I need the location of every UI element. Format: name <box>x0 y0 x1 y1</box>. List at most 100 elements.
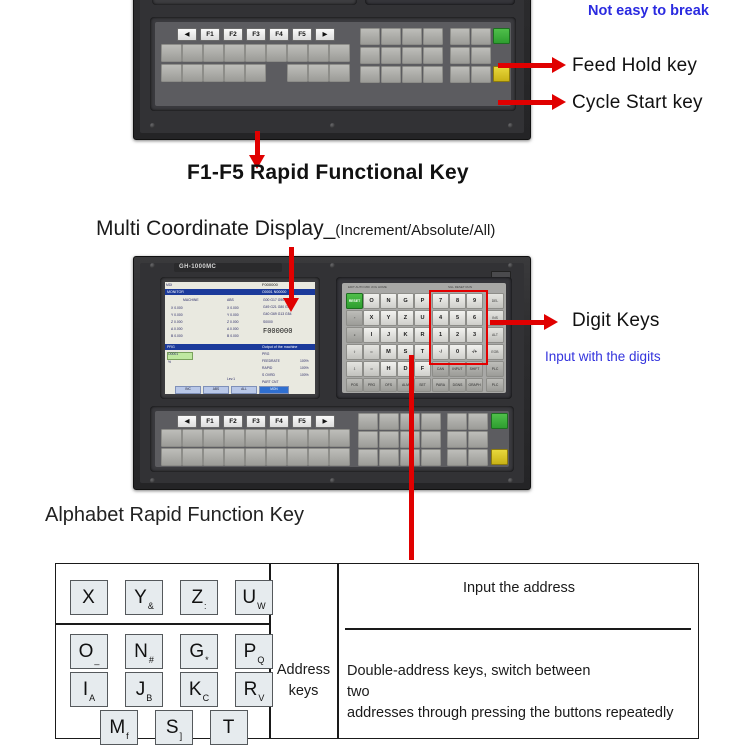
op-key[interactable] <box>379 431 399 448</box>
op-key[interactable] <box>287 44 308 62</box>
op-key[interactable] <box>360 47 380 64</box>
fkey-f3-main[interactable]: F3 <box>246 415 266 428</box>
op-key[interactable] <box>224 448 245 466</box>
key-para[interactable]: PARA <box>432 378 449 392</box>
op-key[interactable] <box>287 448 308 466</box>
cycle-start-key-main[interactable] <box>491 413 508 429</box>
key-eob[interactable]: EOB <box>486 344 504 360</box>
fkey-f4[interactable]: F4 <box>269 28 289 41</box>
op-key[interactable] <box>329 64 350 82</box>
key-digit-4[interactable]: 4 <box>432 310 449 326</box>
op-key[interactable] <box>423 66 443 83</box>
key-z[interactable]: Z <box>397 310 414 326</box>
op-key[interactable] <box>161 429 182 447</box>
op-key[interactable] <box>402 28 422 45</box>
nav-right-button-main[interactable]: ▶ <box>315 415 335 428</box>
op-key[interactable] <box>203 44 224 62</box>
op-key[interactable] <box>358 413 378 430</box>
key-h[interactable]: H <box>380 361 397 377</box>
op-key[interactable] <box>379 449 399 466</box>
key-digit-0[interactable]: 0 <box>449 344 466 360</box>
key-pos[interactable]: POS <box>346 378 363 392</box>
op-key[interactable] <box>423 28 443 45</box>
op-key[interactable] <box>161 44 182 62</box>
fkey-f3[interactable]: F3 <box>246 28 266 41</box>
op-key[interactable] <box>421 431 441 448</box>
op-key[interactable] <box>245 429 266 447</box>
op-key[interactable] <box>360 66 380 83</box>
key-arrow-right[interactable]: ⇨ <box>363 344 380 360</box>
op-key[interactable] <box>224 64 245 82</box>
op-key[interactable] <box>447 431 467 448</box>
key-spindle-minus[interactable]: ◔ <box>346 310 363 326</box>
nav-left-button-main[interactable]: ◀ <box>177 415 197 428</box>
key-digit-9[interactable]: 9 <box>466 293 483 309</box>
key-digit-8[interactable]: 8 <box>449 293 466 309</box>
op-key[interactable] <box>308 64 329 82</box>
key-g[interactable]: G <box>397 293 414 309</box>
op-key[interactable] <box>245 44 266 62</box>
feed-hold-key-top[interactable] <box>493 66 510 82</box>
key-digit-6[interactable]: 6 <box>466 310 483 326</box>
key-x[interactable]: X <box>363 310 380 326</box>
op-key[interactable] <box>471 66 491 83</box>
key-arrow-up[interactable]: ⇧ <box>346 344 363 360</box>
fkey-f1-main[interactable]: F1 <box>200 415 220 428</box>
op-key[interactable] <box>381 47 401 64</box>
key-dgns[interactable]: DGNS <box>449 378 466 392</box>
op-key[interactable] <box>182 64 203 82</box>
key-reset[interactable]: RESET <box>346 293 363 309</box>
op-key[interactable] <box>182 44 203 62</box>
nav-left-button[interactable]: ◀ <box>177 28 197 41</box>
key-sign[interactable]: -/+ <box>466 344 483 360</box>
lcd-tab-abs[interactable]: ABS <box>203 386 229 394</box>
op-key[interactable] <box>287 64 308 82</box>
key-plc-2[interactable]: PLC <box>486 378 504 392</box>
key-digit-1[interactable]: 1 <box>432 327 449 343</box>
key-decimal[interactable]: ·/ <box>432 344 449 360</box>
address-key-g[interactable]: G * <box>180 634 218 669</box>
fkey-f5-main[interactable]: F5 <box>292 415 312 428</box>
op-key[interactable] <box>358 431 378 448</box>
key-can[interactable]: CAN <box>432 361 449 377</box>
op-key[interactable] <box>468 431 488 448</box>
key-i[interactable]: I <box>363 327 380 343</box>
address-key-z[interactable]: Z: <box>180 580 218 615</box>
op-key[interactable] <box>203 448 224 466</box>
op-key[interactable] <box>421 449 441 466</box>
fkey-f4-main[interactable]: F4 <box>269 415 289 428</box>
address-key-s[interactable]: S] <box>155 710 193 745</box>
op-key[interactable] <box>450 28 470 45</box>
feed-hold-key-main[interactable] <box>491 449 508 465</box>
op-key[interactable] <box>358 449 378 466</box>
op-key[interactable] <box>203 429 224 447</box>
op-key[interactable] <box>381 66 401 83</box>
op-key[interactable] <box>308 44 329 62</box>
op-key[interactable] <box>450 47 470 64</box>
key-f[interactable]: F <box>414 361 431 377</box>
op-key[interactable] <box>266 429 287 447</box>
op-key[interactable] <box>447 449 467 466</box>
op-key[interactable] <box>402 47 422 64</box>
key-alt[interactable]: ALT <box>486 327 504 343</box>
key-digit-5[interactable]: 5 <box>449 310 466 326</box>
address-key-o[interactable]: O _ <box>70 634 108 669</box>
key-plc-1[interactable]: PLC <box>486 361 504 377</box>
key-arrow-left[interactable]: ⇦ <box>363 361 380 377</box>
key-digit-2[interactable]: 2 <box>449 327 466 343</box>
op-key[interactable] <box>468 413 488 430</box>
op-key[interactable] <box>447 413 467 430</box>
address-key-y[interactable]: Y & <box>125 580 163 615</box>
key-m[interactable]: M <box>380 344 397 360</box>
key-arrow-down[interactable]: ⇩ <box>346 361 363 377</box>
op-key[interactable] <box>468 449 488 466</box>
key-digit-7[interactable]: 7 <box>432 293 449 309</box>
op-key[interactable] <box>360 28 380 45</box>
op-key[interactable] <box>245 64 266 82</box>
key-graph[interactable]: GRAPH <box>466 378 483 392</box>
op-key[interactable] <box>266 448 287 466</box>
